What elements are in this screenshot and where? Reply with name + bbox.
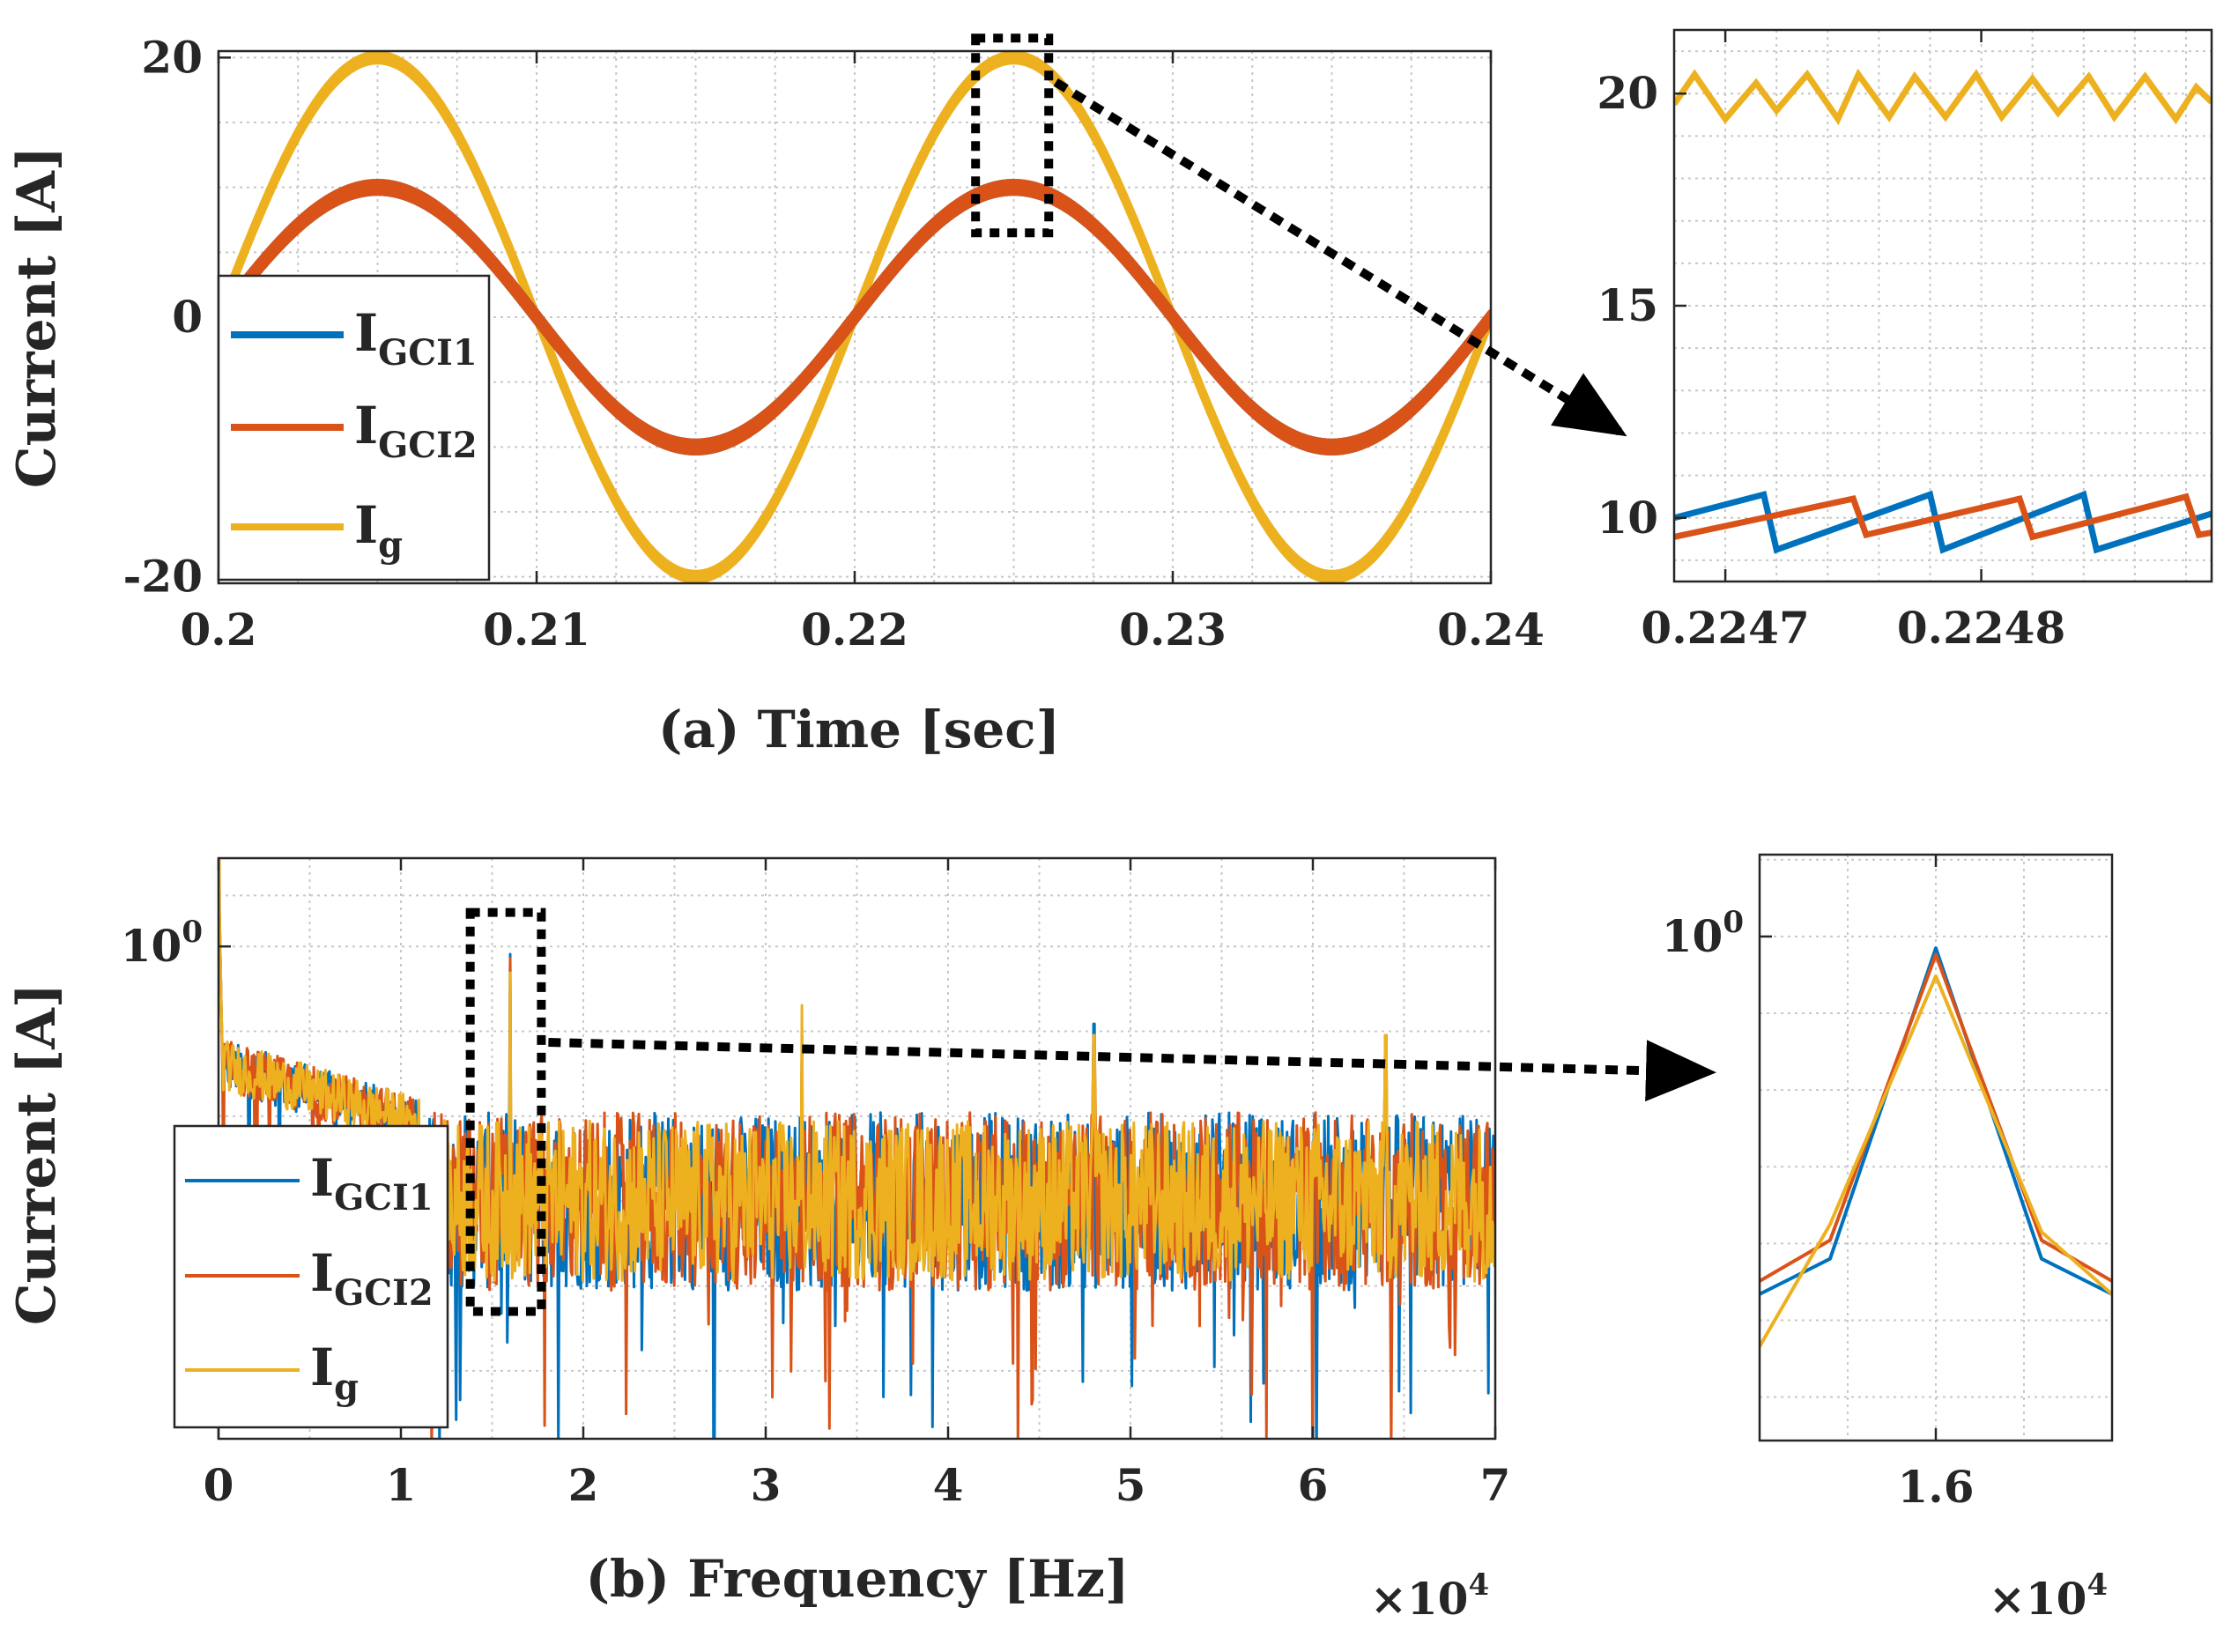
legend-entry-i-gci2: IGCI2 — [231, 396, 478, 466]
zoom-series-line-i-gci1 — [1674, 490, 2212, 554]
legend-entry-i-g: Ig — [231, 495, 403, 566]
x-tick-label: 5 — [1116, 1459, 1146, 1511]
panel-b-zoom-x-multiplier: ×104 — [1989, 1567, 2108, 1625]
plot-lines — [219, 51, 1491, 583]
y-tick-label: 100 — [121, 915, 203, 972]
svg-text:IGCI2: IGCI2 — [310, 1243, 434, 1314]
panel-b-legend: IGCI1 IGCI2 Ig — [173, 1124, 449, 1429]
zoom-arrow-b — [548, 1038, 1716, 1102]
panel-b-x-multiplier: ×104 — [1370, 1567, 1489, 1625]
legend-label-i-gci1: I — [310, 1148, 334, 1208]
series-line-i-gci2 — [219, 179, 1491, 456]
x-tick-label: 0.24 — [1437, 604, 1545, 656]
x-tick-label: 1.6 — [1898, 1461, 1975, 1513]
x-tick-label: 3 — [751, 1459, 782, 1511]
y-tick-label: 0 — [172, 291, 203, 343]
x-tick-label: 4 — [933, 1459, 964, 1511]
plot-lines — [1760, 946, 2112, 1348]
y-tick-label: -20 — [123, 551, 203, 603]
panel-b-zoom-plot: ×104 1.6 100 — [1662, 853, 2114, 1625]
panel-b-ylabel: Current [A] — [6, 983, 68, 1325]
legend-label-i-gci2: I — [310, 1243, 334, 1303]
svg-text:Ig: Ig — [354, 495, 403, 566]
zoom-series-line-i-g — [1674, 68, 2212, 126]
zoom-series-line-i-gci1 — [1760, 946, 2112, 1296]
x-tick-label: 0 — [204, 1459, 234, 1511]
x-tick-label: 6 — [1298, 1459, 1329, 1511]
svg-text:Ig: Ig — [310, 1337, 359, 1408]
plot-area — [1760, 855, 2112, 1441]
zoom-indicators — [465, 33, 1716, 1316]
x-tick-label: 0.22 — [801, 604, 908, 656]
legend-entry-i-gci1: IGCI1 — [231, 303, 478, 374]
x-tick-label: 0.2248 — [1897, 602, 2065, 654]
x-tick-label: 7 — [1480, 1459, 1511, 1511]
zoom-box-b — [465, 907, 546, 1316]
svg-text:IGCI1: IGCI1 — [310, 1148, 434, 1219]
y-tick-label: 100 — [1662, 905, 1744, 962]
legend-label-i-gci2: I — [354, 396, 378, 456]
legend-sub-i-gci1: GCI1 — [334, 1177, 434, 1219]
zoom-series-line-i-g — [1760, 974, 2112, 1348]
legend-sub-i-g: g — [334, 1367, 359, 1408]
legend-entry-i-g: Ig — [185, 1337, 359, 1408]
zoom-box-a — [971, 33, 1054, 238]
y-tick-label: 10 — [1597, 492, 1658, 544]
legend-label-i-gci1: I — [354, 303, 378, 363]
panel-b-frequency-plot: Current [A] (b) Frequency [Hz] 0 1 2 3 4 5 6 7 1… — [6, 856, 1511, 1625]
panel-a-ylabel: Current [A] — [6, 146, 68, 488]
x-tick-label: 0.23 — [1119, 604, 1227, 656]
svg-text:IGCI2: IGCI2 — [354, 396, 478, 466]
zoom-series-line-i-gci2 — [1674, 493, 2212, 541]
panel-b-xlabel: (b) Frequency [Hz] — [586, 1549, 1130, 1609]
legend-entry-i-gci2: IGCI2 — [185, 1243, 434, 1314]
legend-sub-i-gci1: GCI1 — [378, 332, 478, 374]
x-tick-label: 0.2 — [181, 604, 257, 656]
panel-a-legend: IGCI1 IGCI2 Ig — [217, 274, 491, 582]
x-tick-label: 1 — [386, 1459, 417, 1511]
zoom-arrow-a — [1053, 78, 1627, 437]
legend-label-i-g: I — [310, 1337, 334, 1397]
x-tick-label: 2 — [568, 1459, 599, 1511]
legend-sub-i-gci2: GCI2 — [334, 1272, 434, 1314]
y-tick-label: 20 — [1597, 67, 1658, 119]
legend-entry-i-gci1: IGCI1 — [185, 1148, 434, 1219]
y-tick-label: 15 — [1597, 279, 1658, 331]
plot-lines — [1674, 68, 2212, 554]
panel-a-zoom-plot: 0.2247 0.2248 10 15 20 — [1597, 28, 2213, 654]
y-tick-label: 20 — [141, 31, 203, 83]
svg-text:IGCI1: IGCI1 — [354, 303, 478, 374]
x-tick-label: 0.2247 — [1641, 602, 1809, 654]
legend-label-i-g: I — [354, 495, 378, 555]
x-tick-label: 0.21 — [483, 604, 590, 656]
panel-a-xlabel: (a) Time [sec] — [658, 700, 1060, 759]
panel-a-time-plot: Current [A] (a) Time [sec] 0.2 0.21 0.22 0.… — [6, 31, 1545, 759]
legend-sub-i-g: g — [378, 524, 403, 566]
legend-sub-i-gci2: GCI2 — [378, 425, 478, 466]
